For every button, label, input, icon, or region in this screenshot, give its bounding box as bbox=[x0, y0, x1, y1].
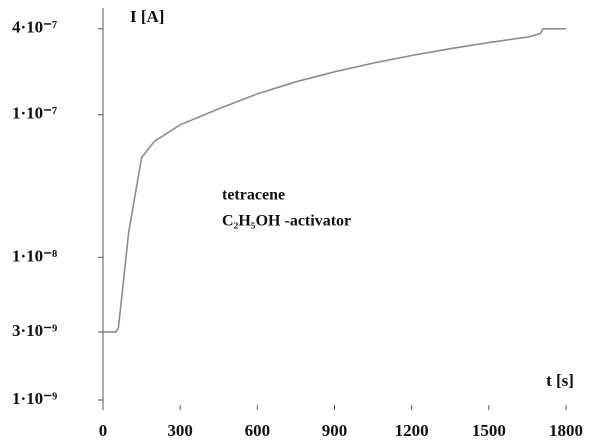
y-tick-label: 4·10⁻⁷ bbox=[12, 18, 57, 37]
x-tick-label: 1200 bbox=[395, 421, 429, 440]
x-tick-label: 300 bbox=[167, 421, 193, 440]
y-tick-label: 3·10⁻⁹ bbox=[12, 321, 57, 340]
data-line bbox=[103, 28, 566, 333]
y-tick-label: 1·10⁻⁷ bbox=[12, 104, 57, 123]
x-tick-label: 900 bbox=[322, 421, 348, 440]
x-tick-label: 1800 bbox=[549, 421, 583, 440]
y-tick-label: 1·10⁻⁹ bbox=[12, 389, 57, 408]
x-tick-label: 0 bbox=[99, 421, 108, 440]
x-tick-label: 600 bbox=[245, 421, 271, 440]
y-tick-label: 1·10⁻⁸ bbox=[12, 246, 57, 265]
annotation: tetracene bbox=[222, 187, 285, 204]
annotation: C₂H₅OH -activator bbox=[222, 213, 351, 230]
y-axis-label: I [A] bbox=[130, 7, 164, 26]
x-axis-label: t [s] bbox=[546, 371, 574, 390]
x-tick-label: 1500 bbox=[472, 421, 506, 440]
